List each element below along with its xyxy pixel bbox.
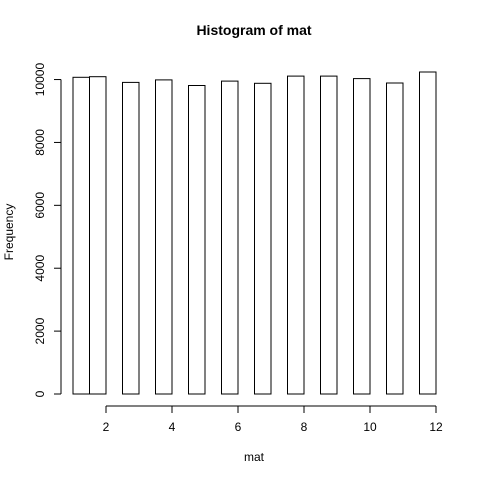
y-tick-label: 8000 <box>33 129 47 156</box>
chart-title: Histogram of mat <box>196 22 311 38</box>
y-tick-label: 4000 <box>33 255 47 282</box>
histogram-bar-5 <box>188 85 206 395</box>
x-tick-label: 8 <box>301 420 308 434</box>
y-axis: 0 2000 4000 6000 8000 10000 <box>33 63 62 397</box>
histogram-bar-1 <box>72 76 90 395</box>
x-tick-label: 12 <box>429 420 443 434</box>
y-tick-label: 2000 <box>33 317 47 344</box>
y-tick-label: 10000 <box>33 63 47 97</box>
x-tick-label: 6 <box>235 420 242 434</box>
histogram-bar-9 <box>320 75 338 395</box>
histogram-bar-2 <box>89 76 107 395</box>
bars-group <box>72 71 437 395</box>
histogram-bar-3 <box>122 81 140 395</box>
x-tick-label: 10 <box>363 420 377 434</box>
x-tick-label: 2 <box>103 420 110 434</box>
x-axis: 2 4 6 8 10 12 <box>103 405 443 434</box>
histogram-bar-10 <box>353 78 371 395</box>
y-tick-label: 0 <box>33 390 47 397</box>
histogram-bar-6 <box>221 80 239 395</box>
histogram-bar-7 <box>254 82 272 395</box>
x-tick-label: 4 <box>169 420 176 434</box>
x-axis-label: mat <box>244 450 265 464</box>
histogram-bar-8 <box>287 75 305 395</box>
histogram-bar-12 <box>419 71 437 395</box>
y-axis-label: Frequency <box>2 204 16 261</box>
y-tick-label: 6000 <box>33 192 47 219</box>
histogram-bar-11 <box>386 82 404 395</box>
histogram-bar-4 <box>155 79 173 395</box>
